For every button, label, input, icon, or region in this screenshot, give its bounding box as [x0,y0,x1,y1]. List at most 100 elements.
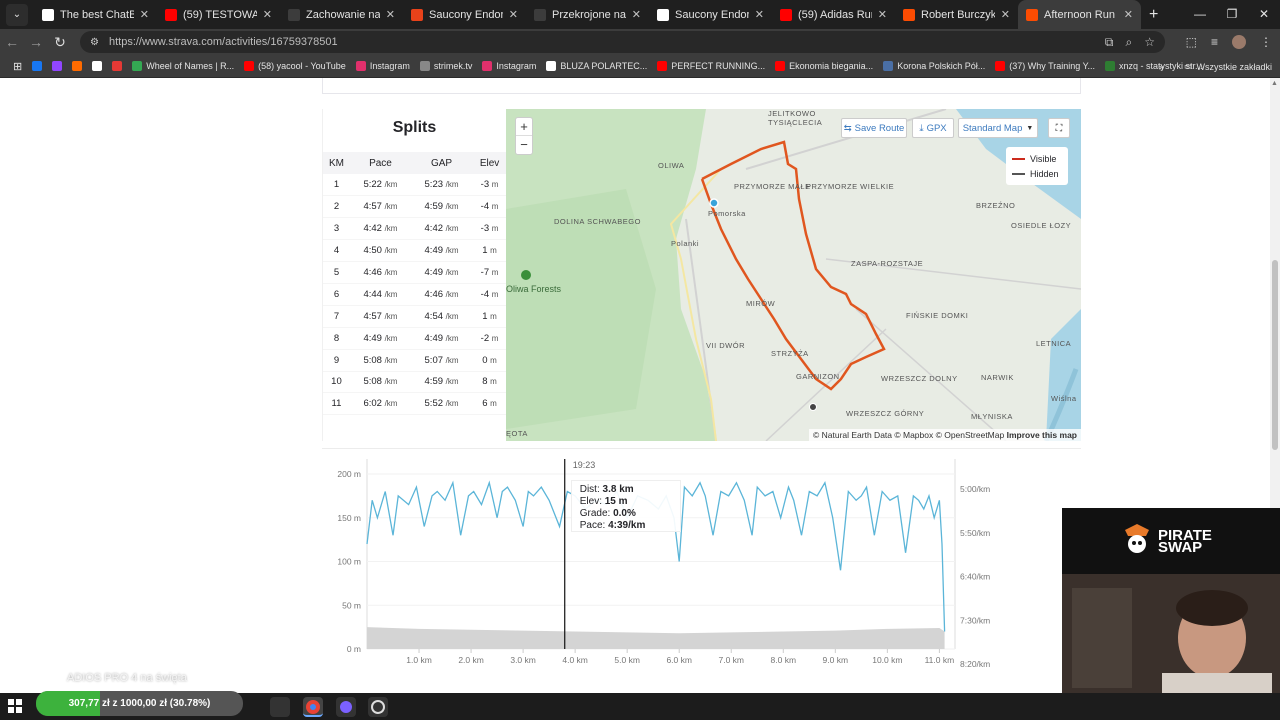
bookmark-star-icon[interactable]: ☆ [1144,35,1155,49]
url-text[interactable]: https://www.strava.com/activities/167593… [108,36,338,48]
elev-unit: m [491,202,499,212]
close-window-icon[interactable]: ✕ [1258,7,1270,21]
tab-close-icon[interactable]: ✕ [385,9,395,21]
new-tab-button[interactable]: + [1149,5,1159,23]
bookmark-item[interactable]: (58) yacool - YouTube [239,61,351,71]
split-gap-value: 5:07 [424,354,444,366]
gpx-button[interactable]: ⤓ GPX [912,118,954,138]
browser-tab[interactable]: (59) Adidas Running ✕ [772,0,895,29]
tab-title: (59) Adidas Running [798,8,872,21]
attribution-text[interactable]: © Natural Earth Data © Mapbox © OpenStre… [812,430,1005,440]
bookmark-item[interactable]: Korona Polskich Pół... [878,61,990,71]
bookmark-item[interactable] [27,61,47,71]
app-taskbar-icon[interactable] [336,697,356,717]
y-right-tick-label: 5:00/km [960,484,990,494]
bookmark-item[interactable]: BLUZA POLARTEC... [541,61,652,71]
tab-close-icon[interactable]: ✕ [508,9,518,21]
forward-icon[interactable]: → [29,34,43,50]
bookmark-favicon-icon [419,61,430,71]
tab-close-icon[interactable]: ✕ [1000,9,1010,21]
terminal-taskbar-icon[interactable] [270,697,290,717]
bookmark-item[interactable]: xnzq - statystyki str... [1100,61,1208,71]
fullscreen-icon[interactable]: ⛶ [1048,118,1070,138]
window-controls: — ❐ ✕ [1184,0,1280,29]
bookmark-item[interactable] [107,61,127,71]
restore-icon[interactable]: ❐ [1226,7,1238,21]
zoom-in-button[interactable]: + [516,118,532,136]
browser-tab[interactable]: Robert Burczyk | Stra ✕ [895,0,1018,29]
zoom-out-button[interactable]: − [520,137,528,152]
profile-avatar[interactable] [1232,35,1246,49]
media-icon[interactable]: ≡ [1210,35,1218,49]
improve-map-link[interactable]: Improve this map [1006,430,1077,440]
splits-panel: Splits KM Pace GAP Elev 1 5:22 /km 5:23 /k… [322,109,507,441]
bookmark-label: Instagram [496,61,537,71]
bookmark-item[interactable] [87,61,107,71]
route-map[interactable]: JELITKOWO TYSIĄCLECIA OLIWA PRZYMORZE MAŁE P… [506,109,1081,441]
bookmark-label: xnzq - statystyki str... [1118,61,1203,71]
browser-tab[interactable]: The best ChatBot and ✕ [34,0,157,29]
split-elev: 1 m [472,239,507,263]
scroll-thumb[interactable] [1272,260,1278,450]
obs-taskbar-icon[interactable] [368,697,388,717]
back-icon[interactable]: ← [5,34,19,50]
bookmark-item[interactable]: Instagram [477,61,541,71]
pace-unit: /km [384,202,398,212]
split-row: 8 4:49 /km 4:49 /km -2 m [323,327,507,350]
bookmarks-more-icon[interactable]: » [1158,61,1164,72]
save-route-button[interactable]: ⇆ Save Route [841,118,907,138]
bookmark-label: strimek.tv [433,61,473,71]
tab-close-icon[interactable]: ✕ [1123,9,1133,21]
pirate-logo-icon [1125,524,1149,553]
browser-tab[interactable]: Przekrojone na pół n ✕ [526,0,649,29]
tab-search-button[interactable]: ⌄ [6,3,28,26]
map-style-select[interactable]: Standard Map ▼ [958,118,1038,138]
scroll-up-icon[interactable]: ▲ [1271,80,1278,87]
install-app-icon[interactable]: ⧉ [1104,34,1114,49]
elev-unit: m [491,289,499,299]
x-tick-label: 11.0 km [925,655,955,665]
extensions-icon[interactable]: ⬚ [1185,35,1197,49]
bookmark-item[interactable]: (37) Why Training Y... [990,61,1100,71]
tab-close-icon[interactable]: ✕ [262,9,272,21]
tab-close-icon[interactable]: ✕ [754,9,764,21]
bookmark-item[interactable]: Ekonomia biegania... [770,61,878,71]
address-bar[interactable]: ⚙ https://www.strava.com/activities/1675… [80,31,1165,53]
map-place-label: JELITKOWO [768,109,816,118]
elevation-pace-chart[interactable]: 200 m 150 m 100 m 50 m 0 m 5:00/km 5:50/km 6:40… [322,448,1081,693]
map-place-label: ZASPA-ROZSTAJE [851,259,924,268]
tab-close-icon[interactable]: ✕ [877,9,887,21]
gap-unit: /km [445,224,459,234]
bookmark-item[interactable] [47,61,67,71]
minimize-icon[interactable]: — [1194,7,1206,21]
bookmark-item[interactable]: strimek.tv [415,61,478,71]
bookmark-item[interactable] [67,61,87,71]
split-km: 2 [323,195,350,219]
zoom-icon[interactable]: ⌕ [1125,34,1133,49]
tab-title: Afternoon Run | Runn [1044,8,1118,21]
all-bookmarks-folder[interactable]: ▭ Wszystkie zakładki [1184,61,1272,72]
reload-icon[interactable]: ↻ [54,33,66,50]
chrome-taskbar-icon[interactable] [303,697,323,717]
split-pace: 4:42 /km [349,217,411,241]
bookmark-item[interactable]: PERFECT RUNNING... [652,61,770,71]
browser-tab[interactable]: Saucony Endorphin P ✕ [403,0,526,29]
bookmark-item[interactable]: Instagram [351,61,415,71]
tab-close-icon[interactable]: ✕ [139,9,149,21]
site-info-icon[interactable]: ⚙ [90,36,99,48]
browser-tab[interactable]: Zachowanie na gali ✕ [280,0,403,29]
map-place-label: DOLINA SCHWABEGO [554,217,641,226]
all-bookmarks-label: Wszystkie zakładki [1196,61,1272,72]
split-gap: 4:49 /km [411,261,473,284]
browser-tab[interactable]: Saucony Endorphin S ✕ [649,0,772,29]
tab-close-icon[interactable]: ✕ [631,9,641,21]
y-left-tick-label: 0 m [347,644,361,654]
browser-tab[interactable]: (59) TESTOWANIE MO ✕ [157,0,280,29]
tooltip-pace-value: 4:39/km [608,520,646,531]
bookmark-favicon-icon [355,61,366,71]
browser-tab[interactable]: Afternoon Run | Runn ✕ [1018,0,1141,29]
bookmark-item[interactable]: Wheel of Names | R... [127,61,239,71]
apps-icon[interactable]: ⊞ [13,60,23,73]
menu-icon[interactable]: ⋮ [1260,35,1272,49]
windows-start-icon[interactable] [8,699,22,713]
